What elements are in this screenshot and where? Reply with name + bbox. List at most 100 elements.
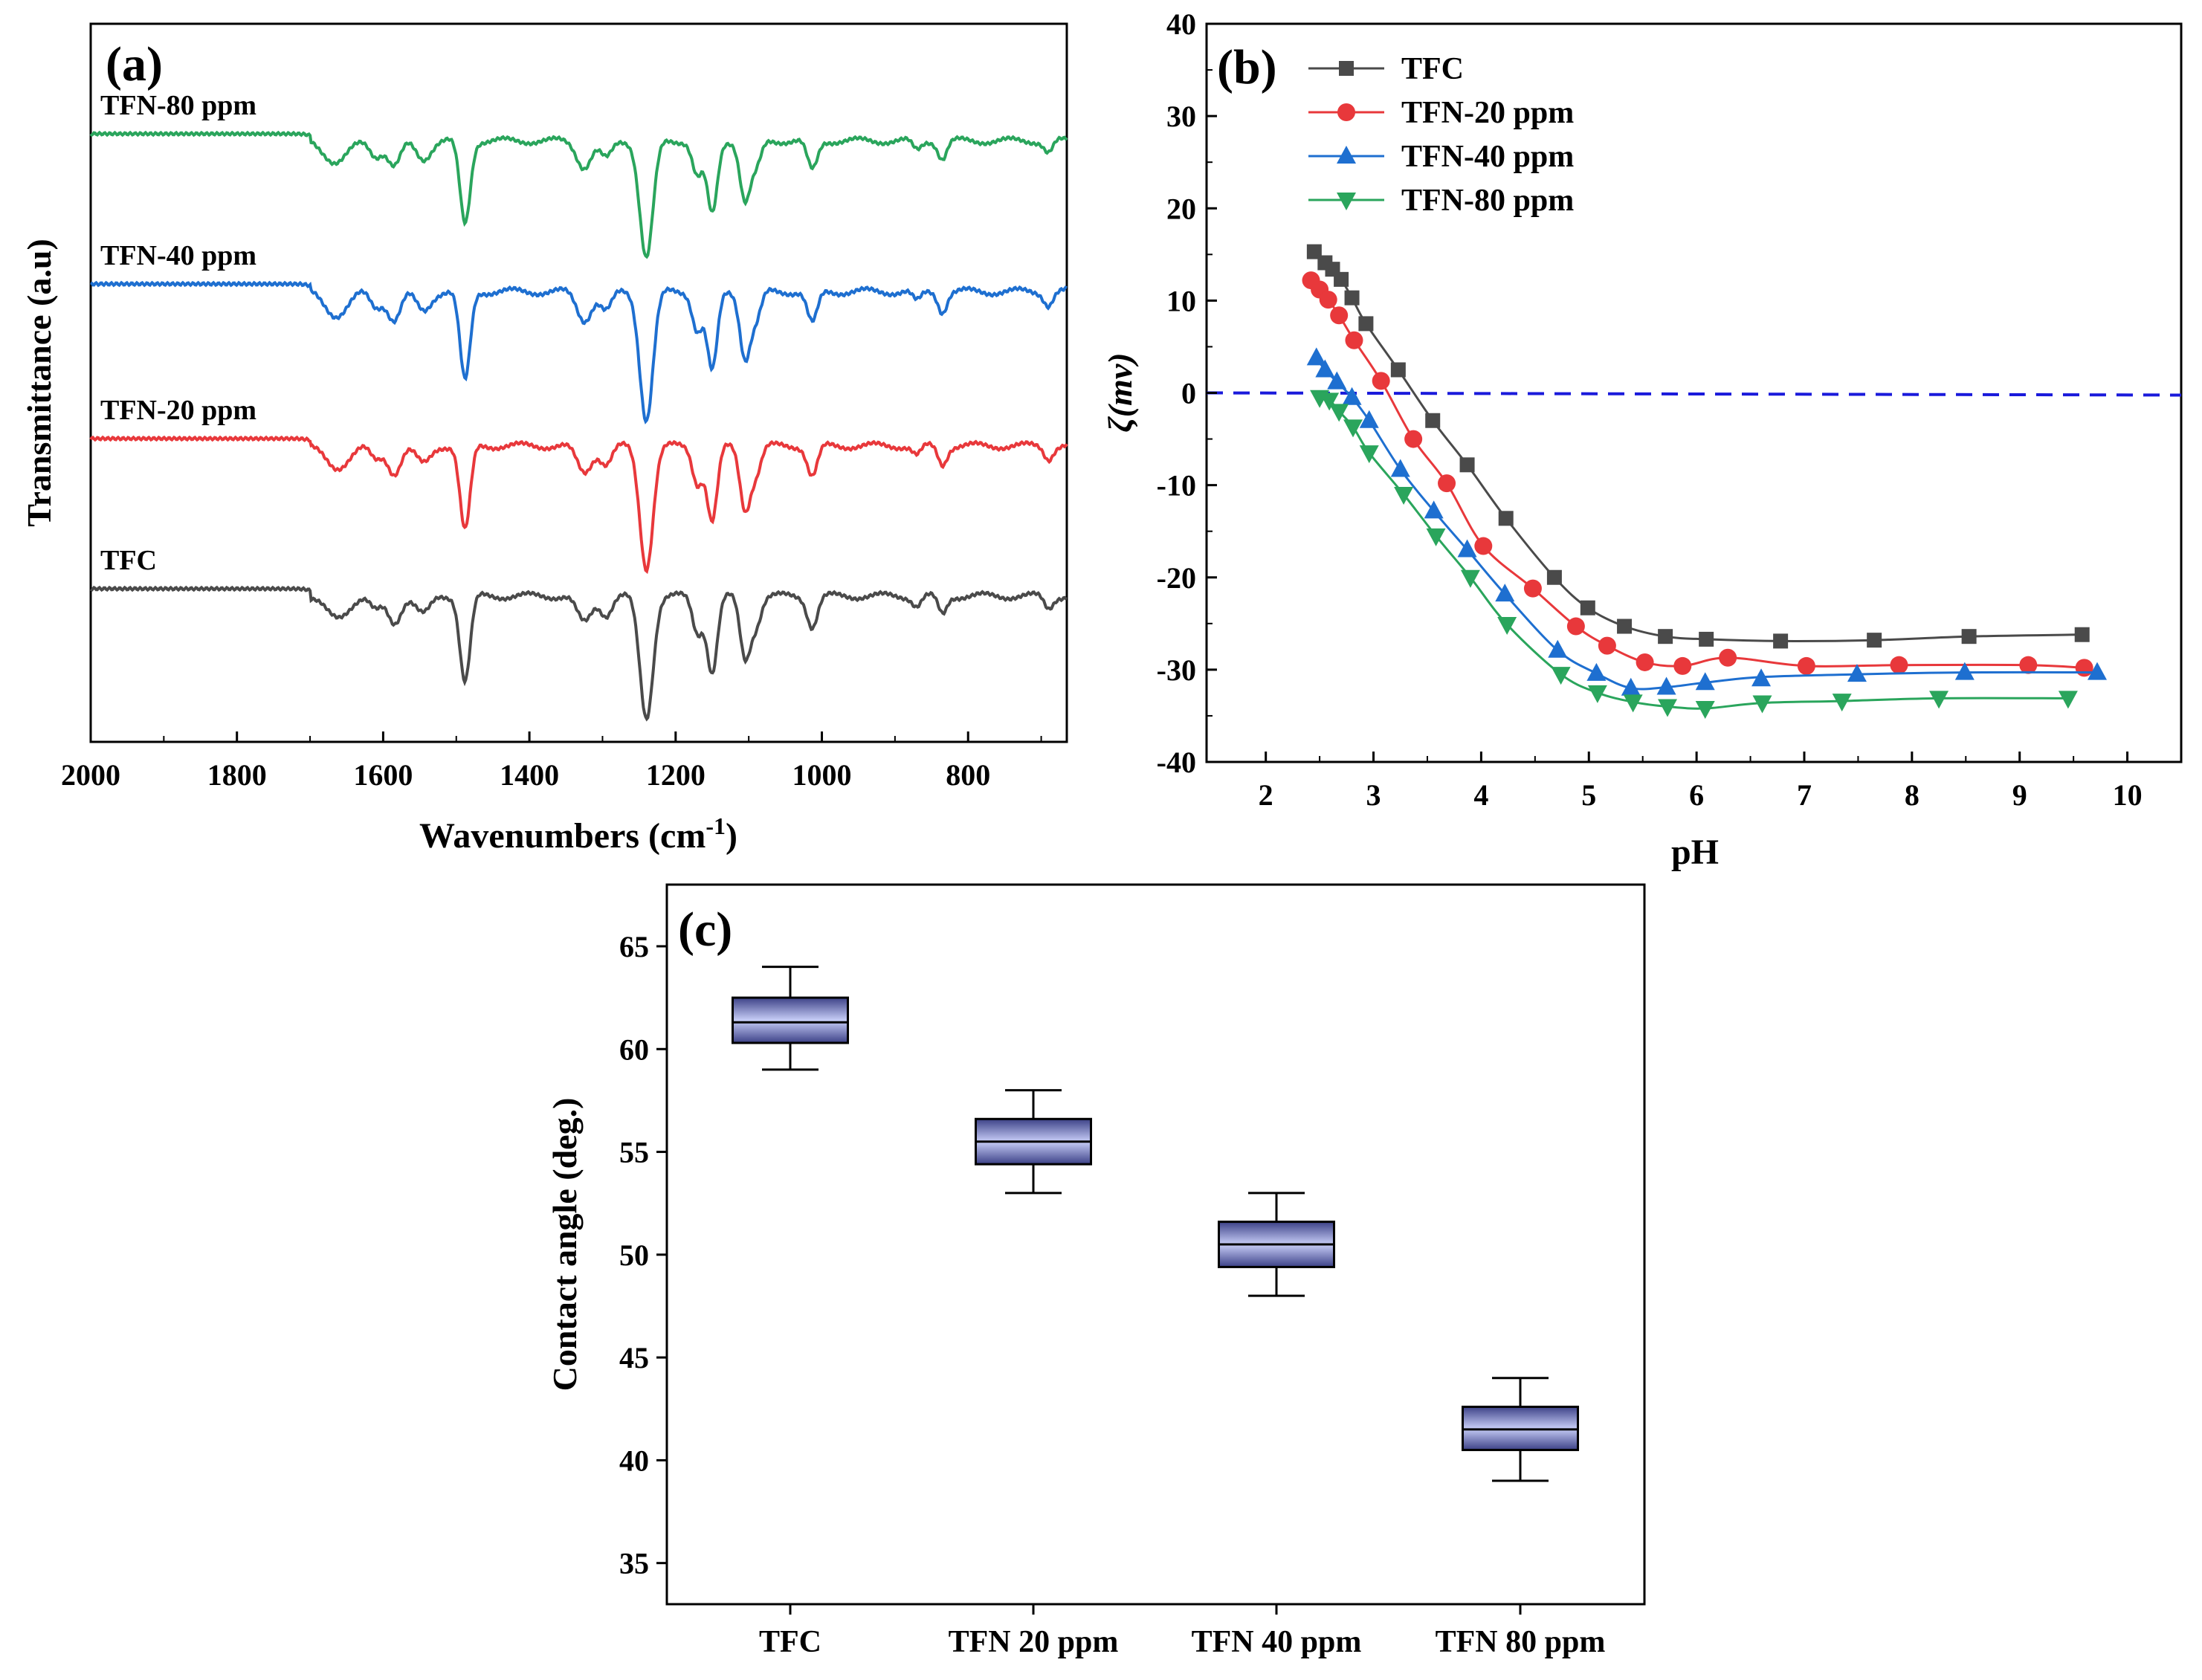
zeta-point-tfn-80-ppm <box>1426 528 1446 546</box>
zeta-point-tfn-20-ppm <box>1438 474 1456 493</box>
contact-angle-panel-label: (c) <box>678 902 732 957</box>
zeta-point-tfc <box>1334 271 1349 287</box>
ftir-x-tick-label: 1800 <box>207 758 267 792</box>
contact-angle-y-axis-label: Contact angle (deg.) <box>546 1098 584 1392</box>
contact-angle-y-tick-label: 35 <box>619 1547 649 1580</box>
ftir-x-ticks: 2000 1800 1600 1400 1200 1000 800 <box>61 731 1042 792</box>
contact-angle-y-tick-label: 60 <box>619 1033 649 1066</box>
ftir-plot-frame <box>89 22 1068 743</box>
zeta-point-tfc <box>1658 629 1673 644</box>
ftir-traces <box>89 130 1068 722</box>
ftir-series-label: TFC <box>100 545 157 576</box>
contact-angle-y-tick-label: 65 <box>619 930 649 963</box>
legend-label: TFN-20 ppm <box>1401 96 1574 130</box>
zeta-point-tfc <box>1867 633 1882 648</box>
zeta-point-tfc <box>1425 413 1441 428</box>
zeta-point-tfn-20-ppm <box>1890 656 1908 674</box>
zeta-point-tfn-40-ppm <box>1621 677 1641 696</box>
zeta-point-tfn-40-ppm <box>1656 676 1676 695</box>
zeta-y-ticks: 40 30 20 10 0 -10 -20 -30 -40 <box>1157 7 1217 779</box>
zeta-point-tfc <box>1459 457 1475 473</box>
zeta-point-tfn-20-ppm <box>1474 537 1493 555</box>
contact-angle-x-ticks: TFC TFN 20 ppm TFN 40 ppm TFN 80 ppm <box>759 1604 1605 1659</box>
zeta-point-tfn-80-ppm <box>1832 694 1852 712</box>
zeta-point-tfn-20-ppm <box>1719 648 1737 667</box>
zeta-point-tfn-80-ppm <box>1394 487 1414 505</box>
zeta-point-tfn-80-ppm <box>1329 404 1349 422</box>
zeta-y-tick-label: 0 <box>1181 377 1196 410</box>
zeta-point-tfn-80-ppm <box>1497 617 1517 636</box>
ftir-x-tick-label: 1600 <box>353 758 413 792</box>
contact-angle-panel: (c) TFC TFN 20 ppm TFN 40 ppm TFN 80 ppm 35… <box>546 883 1646 1659</box>
zeta-x-tick-label: 9 <box>2012 778 2027 812</box>
zeta-point-tfn-20-ppm <box>1319 291 1337 309</box>
zeta-point-tfn-40-ppm <box>1315 359 1335 378</box>
ftir-series-label: TFN-20 ppm <box>100 395 256 426</box>
zeta-panel-label: (b) <box>1217 40 1277 94</box>
ftir-x-tick-label: 1000 <box>792 758 852 792</box>
zeta-point-tfn-40-ppm <box>1548 639 1568 658</box>
ftir-series-label: TFN-80 ppm <box>100 90 256 121</box>
zeta-point-tfn-20-ppm <box>1636 653 1654 671</box>
box-iqr <box>732 996 849 1044</box>
zeta-point-tfn-40-ppm <box>1327 371 1347 390</box>
zeta-x-tick-label: 6 <box>1689 778 1704 812</box>
zeta-point-tfn-40-ppm <box>1306 347 1326 366</box>
zeta-y-axis-label: ζ(mv) <box>1101 352 1139 432</box>
zeta-point-tfn-80-ppm <box>1460 569 1480 588</box>
zeta-point-tfn-80-ppm <box>2058 691 2078 709</box>
contact-angle-category-label: TFN 20 ppm <box>949 1625 1119 1659</box>
zeta-point-tfn-40-ppm <box>1847 664 1867 682</box>
legend-label: TFN-80 ppm <box>1401 184 1574 218</box>
zeta-point-tfn-40-ppm <box>1359 410 1379 428</box>
ftir-series-label: TFN-40 ppm <box>100 240 256 271</box>
zeta-point-tfc <box>1498 511 1514 526</box>
zeta-y-tick-label: -40 <box>1157 746 1196 779</box>
zeta-point-tfn-80-ppm <box>1623 694 1643 713</box>
zeta-point-tfn-20-ppm <box>1330 306 1349 325</box>
zeta-x-tick-label: 8 <box>1905 778 1920 812</box>
legend-marker <box>1337 103 1355 121</box>
zeta-point-tfn-40-ppm <box>1695 672 1715 691</box>
contact-angle-y-tick-label: 50 <box>619 1238 649 1272</box>
contact-angle-category-label: TFN 40 ppm <box>1192 1625 1362 1659</box>
zeta-x-tick-label: 2 <box>1259 778 1273 812</box>
ftir-x-tick-label: 2000 <box>61 758 120 792</box>
zeta-series <box>1302 244 2108 720</box>
zeta-point-tfn-20-ppm <box>2075 659 2093 677</box>
zeta-point-tfn-80-ppm <box>1658 699 1678 717</box>
zeta-point-tfc <box>2074 627 2090 642</box>
ftir-trace-tfn-80-ppm <box>89 130 1068 259</box>
zeta-y-tick-label: 20 <box>1166 192 1196 225</box>
zeta-x-tick-label: 4 <box>1473 778 1488 812</box>
zeta-y-tick-label: -20 <box>1157 561 1196 595</box>
zeta-x-tick-label: 5 <box>1581 778 1596 812</box>
ftir-panel: (a) TFN-80 ppm TFN-40 ppm TFN-20 ppm TFC 20… <box>20 22 1068 856</box>
zeta-point-tfc <box>1961 629 1977 644</box>
ftir-x-tick-label: 800 <box>946 758 990 792</box>
ftir-x-tick-label: 1400 <box>500 758 559 792</box>
legend-marker <box>1337 193 1356 210</box>
zeta-line-tfn-80-ppm <box>1319 396 2068 710</box>
contact-angle-category-label: TFC <box>759 1625 821 1659</box>
zeta-y-tick-label: 10 <box>1166 284 1196 317</box>
zeta-zero-reference-line <box>1206 391 2182 397</box>
zeta-point-tfc <box>1617 618 1633 634</box>
zeta-point-tfc <box>1580 600 1595 616</box>
zeta-y-tick-label: 40 <box>1166 7 1196 41</box>
legend-label: TFC <box>1401 52 1464 86</box>
legend-marker <box>1337 146 1356 164</box>
zeta-point-tfn-40-ppm <box>1586 662 1607 681</box>
zeta-point-tfn-40-ppm <box>1342 387 1362 405</box>
zeta-point-tfn-40-ppm <box>1495 584 1515 602</box>
contact-angle-y-tick-label: 55 <box>619 1136 649 1169</box>
zeta-point-tfc <box>1699 631 1714 647</box>
zeta-y-tick-label: -30 <box>1157 653 1196 687</box>
zeta-point-tfn-40-ppm <box>1424 500 1444 519</box>
zeta-point-tfn-40-ppm <box>1751 668 1772 687</box>
ftir-panel-label: (a) <box>106 37 163 91</box>
zeta-point-tfn-20-ppm <box>2019 656 2038 674</box>
zeta-x-ticks: 2 3 4 5 6 7 8 9 10 <box>1259 752 2143 812</box>
zeta-point-tfc <box>1773 633 1789 649</box>
zeta-line-tfn-20-ppm <box>1310 280 2085 669</box>
